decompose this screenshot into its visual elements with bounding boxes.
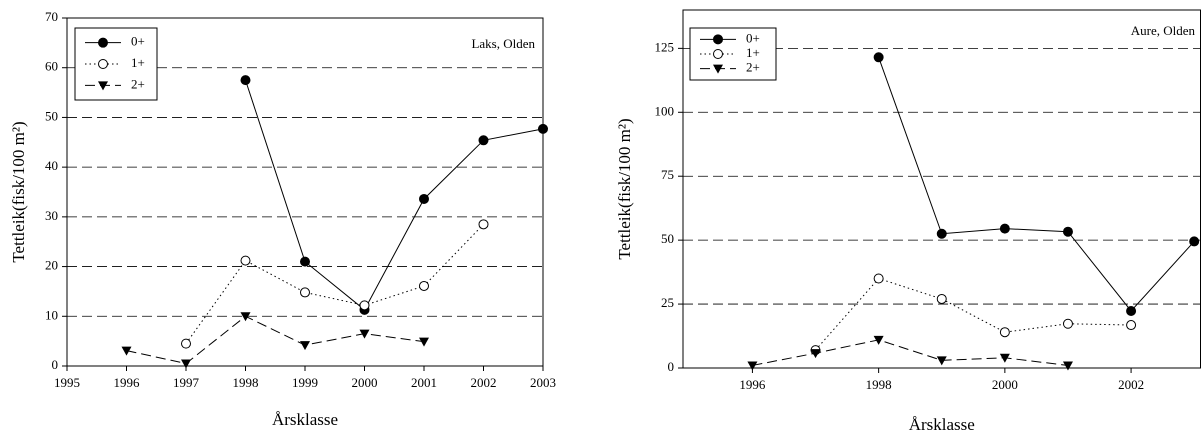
marker [240,312,251,322]
x-tick-label: 1996 [739,377,766,392]
series-line [815,277,1132,351]
x-tick-label: 1995 [54,375,80,390]
y-axis-label: Tettleik(fisk/100 m²) [9,121,28,262]
marker [300,287,310,298]
y-tick-label: 40 [45,158,58,173]
marker [999,353,1010,363]
x-tick-label: 2002 [1118,377,1144,392]
legend-label: 0+ [131,34,145,49]
marker [1062,318,1073,329]
marker [300,256,310,267]
series-line [752,339,1069,366]
marker [999,223,1010,234]
marker [713,34,723,45]
y-tick-label: 50 [661,231,674,246]
legend-label: 0+ [746,30,760,45]
x-tick-label: 2000 [352,375,378,390]
legend-label: 1+ [131,55,145,70]
legend-box [74,27,158,101]
marker [98,59,108,69]
x-tick-label: 2002 [471,375,497,390]
marker [810,349,821,359]
marker [747,361,758,371]
plot-frame [66,17,544,367]
x-tick-label: 1998 [233,375,259,390]
y-axis-label: Tettleik(fisk/100 m²) [615,118,634,259]
marker [359,329,370,339]
marker [240,75,251,86]
y-tick-label: 0 [668,359,675,374]
series-line [126,315,425,365]
legend-label: 2+ [131,76,145,91]
x-tick-label: 1999 [292,375,318,390]
y-tick-label: 30 [45,208,58,223]
legend-label: 2+ [746,60,760,75]
x-tick-label: 1996 [114,375,141,390]
x-tick-label: 1998 [866,377,892,392]
y-tick-label: 50 [45,108,58,123]
marker [181,338,191,349]
marker [936,228,947,239]
marker [419,193,429,204]
legend-label: 1+ [746,45,760,60]
marker [713,49,723,59]
marker [478,219,489,230]
annotation: Laks, Olden [471,36,535,51]
marker [181,359,191,369]
marker [359,300,370,311]
x-tick-label: 2001 [411,375,437,390]
marker [419,280,429,291]
x-tick-label: 1997 [173,375,200,390]
series-line [878,57,1195,312]
marker [98,81,108,91]
marker [713,64,723,74]
series-line [185,223,484,344]
marker [1126,305,1137,316]
x-tick-label: 2000 [992,377,1018,392]
y-tick-label: 70 [45,9,58,24]
marker [1189,236,1200,247]
marker [1126,320,1137,331]
series-line [245,79,544,311]
marker [999,327,1010,338]
marker [98,37,108,48]
x-tick-label: 2003 [530,375,556,390]
marker [538,123,548,134]
marker [419,337,429,347]
annotation: Aure, Olden [1131,23,1196,38]
y-tick-label: 25 [661,295,674,310]
marker [1062,226,1073,237]
y-tick-label: 75 [661,167,674,182]
marker [936,356,947,366]
x-axis-label: Årsklasse [909,415,975,434]
y-tick-label: 10 [45,307,58,322]
marker [936,293,947,304]
y-tick-label: 60 [45,59,58,74]
y-tick-label: 0 [52,357,59,372]
y-tick-label: 125 [655,39,675,54]
marker [873,335,884,345]
y-tick-label: 20 [45,258,58,273]
marker [873,273,884,284]
marker [478,135,489,146]
marker [1062,361,1073,371]
x-axis-label: Årsklasse [272,410,338,429]
y-tick-label: 100 [655,103,675,118]
marker [300,341,310,351]
marker [240,255,251,266]
marker [121,346,132,356]
marker [873,52,884,63]
